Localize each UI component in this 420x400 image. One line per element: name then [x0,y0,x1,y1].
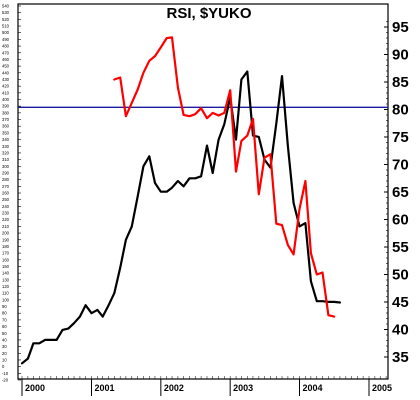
right-tick-label: 40 [392,322,409,339]
left-tick-label: 450 [2,64,10,69]
left-tick-label: 20 [2,351,7,356]
right-tick-label: 80 [392,102,409,119]
left-tick-label: 410 [2,90,10,95]
left-tick-label: 170 [2,251,10,256]
series-group [20,36,341,365]
left-tick-label: 230 [2,211,10,216]
left-tick-label: 240 [2,204,10,209]
x-tick-label: 2004 [302,383,322,393]
left-tick-label: 270 [2,184,10,189]
left-tick-label: 360 [2,124,10,129]
right-tick-label: 85 [392,74,409,91]
left-tick-label: 100 [2,297,10,302]
left-tick-label: 210 [2,224,10,229]
left-tick-label: 310 [2,157,10,162]
left-tick-label: -20 [2,378,9,383]
left-tick-label: 390 [2,104,10,109]
left-tick-label: 160 [2,257,10,262]
left-tick-label: 90 [2,304,7,309]
left-tick-label: 470 [2,50,10,55]
left-tick-label: 290 [2,170,10,175]
left-tick-label: 540 [2,4,10,9]
left-tick-label: 130 [2,277,10,282]
left-tick-label: 260 [2,191,10,196]
x-tick-label: 2002 [164,383,184,393]
left-tick-label: 380 [2,110,10,115]
left-tick-label: 480 [2,44,10,49]
left-tick-label: 60 [2,324,7,329]
x-tick-label: 2001 [95,383,115,393]
left-axis-ticks: 5405305205105004904804704604504404304204… [2,4,21,383]
left-tick-label: 340 [2,137,10,142]
left-tick-label: 400 [2,97,10,102]
left-tick-label: 50 [2,331,7,336]
left-tick-label: 430 [2,77,10,82]
left-tick-label: 40 [2,337,7,342]
left-tick-label: 0 [2,364,5,369]
right-tick-label: 35 [392,349,409,366]
left-tick-label: 250 [2,197,10,202]
right-axis-ticks: 95 90 85 80 75 70 65 60 55 50 45 40 35 [384,19,409,366]
left-tick-label: 30 [2,344,7,349]
left-tick-label: 220 [2,217,10,222]
right-tick-label: 55 [392,239,409,256]
chart-title: RSI, $YUKO [166,5,251,22]
right-tick-label: 90 [392,47,409,64]
left-tick-label: -10 [2,371,9,376]
left-tick-label: 190 [2,237,10,242]
right-tick-label: 70 [392,157,409,174]
left-tick-label: 440 [2,70,10,75]
x-tick-label: 2003 [233,383,253,393]
left-tick-label: 180 [2,244,10,249]
x-axis-ticks: 2000 2001 2002 2003 2004 2005 [21,376,392,396]
left-tick-label: 80 [2,311,7,316]
right-tick-label: 60 [392,212,409,229]
left-tick-label: 460 [2,57,10,62]
left-tick-label: 200 [2,231,10,236]
right-tick-label: 45 [392,294,409,311]
left-tick-label: 110 [2,291,9,296]
series-line-1 [20,70,341,365]
right-tick-label: 65 [392,184,409,201]
left-tick-label: 500 [2,30,10,35]
left-tick-label: 70 [2,317,7,322]
left-tick-label: 300 [2,164,10,169]
left-tick-label: 330 [2,144,10,149]
left-tick-label: 320 [2,150,10,155]
left-tick-label: 520 [2,17,10,22]
right-tick-label: 50 [392,267,409,284]
left-tick-label: 140 [2,271,10,276]
x-tick-label: 2005 [372,383,392,393]
x-tick-label: 2000 [25,383,45,393]
left-tick-label: 510 [2,24,10,29]
left-tick-label: 530 [2,10,10,15]
left-tick-label: 150 [2,264,10,269]
left-tick-label: 490 [2,37,10,42]
left-tick-label: 370 [2,117,10,122]
left-tick-label: 120 [2,284,10,289]
left-tick-label: 350 [2,130,10,135]
left-tick-label: 280 [2,177,10,182]
right-tick-label: 95 [392,19,409,36]
left-tick-label: 10 [2,357,7,362]
right-tick-label: 75 [392,129,409,146]
series-line-2 [113,36,336,318]
left-tick-label: 420 [2,84,10,89]
